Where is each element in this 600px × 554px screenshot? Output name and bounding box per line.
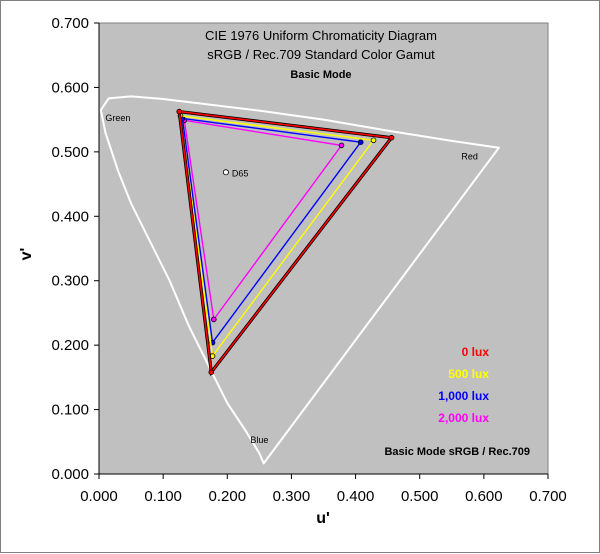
point-2-000-lux-1 <box>338 142 345 149</box>
legend-2-000-lux: 2,000 lux <box>438 411 489 425</box>
point-0-lux-1 <box>388 134 395 141</box>
legend-500-lux: 500 lux <box>448 367 489 381</box>
x-tick-label: 0.000 <box>80 488 118 505</box>
footer-label: Basic Mode sRGB / Rec.709 <box>384 446 530 458</box>
gamut-triangle-0-lux <box>178 110 393 375</box>
plot-area <box>98 22 549 475</box>
x-tick-label: 0.100 <box>144 488 182 505</box>
gamut-triangle-500-lux <box>179 114 375 358</box>
x-tick-label: 0.200 <box>209 488 247 505</box>
point-500-lux-1 <box>370 137 377 144</box>
x-axis-label: u' <box>316 510 330 527</box>
point-0-lux-0 <box>176 108 183 115</box>
y-tick-label: 0.000 <box>51 466 89 483</box>
x-tick-label: 0.700 <box>529 488 567 505</box>
chart-title: CIE 1976 Uniform Chromaticity Diagram <box>205 28 437 43</box>
x-tick-label: 0.400 <box>337 488 375 505</box>
point-0-lux-2 <box>208 369 215 376</box>
y-tick-label: 0.500 <box>51 144 89 161</box>
legend-0-lux: 0 lux <box>462 345 490 359</box>
y-tick-label: 0.700 <box>51 15 89 32</box>
point-1-000-lux-1 <box>357 139 364 146</box>
x-tick-label: 0.500 <box>401 488 439 505</box>
primary-label-blue: Blue <box>250 435 268 445</box>
gamut-triangle-1-000-lux <box>181 117 362 345</box>
x-tick-label: 0.600 <box>465 488 503 505</box>
chart-subtitle: sRGB / Rec.709 Standard Color Gamut <box>207 47 435 62</box>
y-tick-label: 0.300 <box>51 273 89 290</box>
x-tick-label: 0.300 <box>273 488 311 505</box>
primary-label-green: Green <box>105 113 130 123</box>
y-tick-label: 0.400 <box>51 208 89 225</box>
mode-label: Basic Mode <box>290 69 351 81</box>
primary-label-red: Red <box>461 152 478 162</box>
white-point-label: D65 <box>232 168 249 178</box>
y-axis-label: v' <box>18 248 35 261</box>
series-0-lux <box>176 108 395 377</box>
white-point-marker <box>222 169 229 176</box>
point-2-000-lux-2 <box>211 316 217 323</box>
legend-1-000-lux: 1,000 lux <box>438 389 489 403</box>
y-tick-label: 0.100 <box>51 402 89 419</box>
y-tick-label: 0.200 <box>51 337 89 354</box>
y-tick-label: 0.600 <box>51 79 89 96</box>
spectral-locus <box>99 95 500 465</box>
gamut-triangle-2-000-lux <box>183 119 343 322</box>
